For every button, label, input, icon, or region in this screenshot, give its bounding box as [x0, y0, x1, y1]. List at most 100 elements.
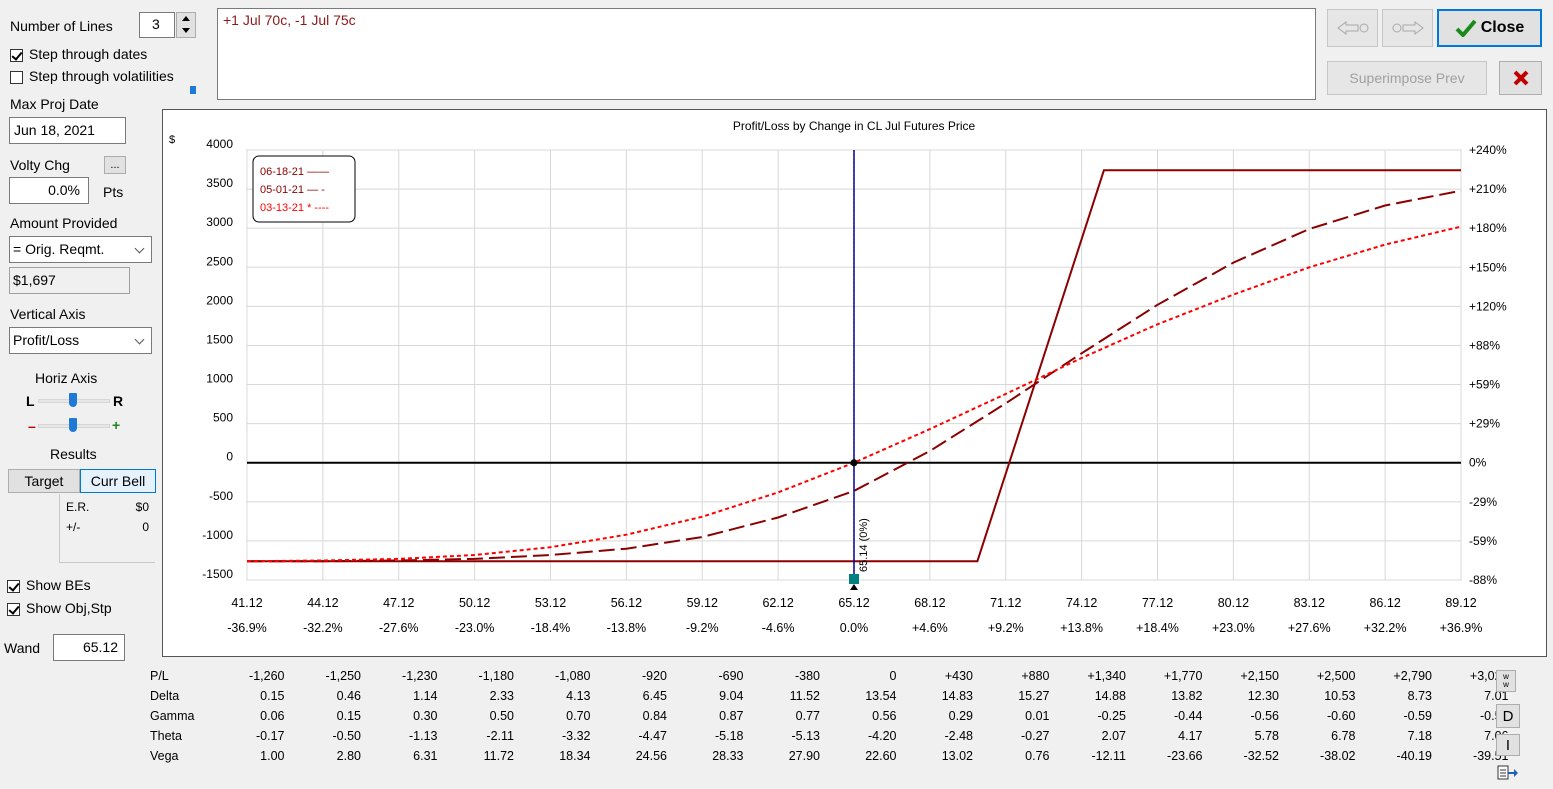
x-pct-tick-label: +32.2% [1364, 621, 1407, 635]
greeks-cell: 0.29 [948, 709, 973, 723]
greeks-row-label: Delta [150, 689, 180, 703]
horiz-r-label: R [113, 393, 124, 409]
zoom-thumb[interactable] [69, 418, 77, 432]
checkmark-icon [1455, 19, 1477, 37]
greeks-cell: -0.59 [1403, 709, 1433, 723]
num-lines-input[interactable]: 3 [139, 12, 175, 38]
greeks-cell: -380 [794, 669, 820, 683]
greeks-cell: 14.83 [941, 689, 973, 703]
wand-input[interactable]: 65.12 [53, 634, 125, 661]
spin-up-icon[interactable] [182, 16, 190, 21]
vol-slider-thumb[interactable] [190, 86, 196, 94]
max-proj-date-label: Max Proj Date [10, 96, 99, 112]
greeks-cell: 0.56 [872, 709, 897, 723]
x-pct-tick-label: +23.0% [1212, 621, 1255, 635]
greeks-row-pl: P/L -1,260 -1,250 -1,230 -1,180 -1,080 -920 -69… [150, 666, 1509, 686]
curr-bell-button[interactable]: Curr Bell [80, 469, 156, 493]
x-tick-label: 56.12 [611, 596, 642, 610]
show-objstp-checkbox[interactable] [7, 603, 20, 616]
greeks-cell: -40.19 [1396, 749, 1432, 763]
y-tick-label: 1000 [206, 372, 233, 386]
greeks-cell: +1,340 [1087, 669, 1126, 683]
greeks-cell: 10.53 [1324, 689, 1356, 703]
er-label: E.R. [66, 500, 90, 514]
greeks-cell: 7.01 [1484, 689, 1509, 703]
x-pct-tick-label: +9.2% [988, 621, 1024, 635]
step-dates-checkbox[interactable] [10, 49, 23, 62]
max-proj-date-input[interactable]: Jun 18, 2021 [9, 117, 126, 144]
x-tick-label: 50.12 [459, 596, 490, 610]
greeks-cell: -38.02 [1320, 749, 1356, 763]
x-pct-tick-label: -27.6% [379, 621, 419, 635]
greeks-cell: +2,790 [1393, 669, 1432, 683]
zoom-minus-label: – [28, 418, 36, 434]
greeks-row-vega: Vega 1.00 2.80 6.31 11.72 18.34 24.56 28.33 27.9… [150, 746, 1509, 766]
num-lines-spinner[interactable] [176, 12, 196, 38]
volty-chg-input[interactable]: 0.0% [9, 177, 89, 204]
y2-tick-label: +180% [1469, 221, 1507, 235]
pm-label: +/- [66, 520, 81, 534]
greeks-cell: -920 [641, 669, 667, 683]
vertical-axis-select[interactable]: Profit/Loss [9, 327, 152, 354]
superimpose-prev-button[interactable]: Superimpose Prev [1327, 61, 1487, 95]
greeks-cell: 0.15 [260, 689, 285, 703]
y-axis-unit-label: $ [169, 134, 175, 146]
legend-entry-3: 03-13-21 * ---- [260, 202, 329, 214]
x-pct-tick-label: +27.6% [1288, 621, 1331, 635]
greeks-cell: -5.13 [791, 729, 821, 743]
vertical-axis-label: Vertical Axis [10, 306, 86, 322]
cancel-x-button[interactable] [1499, 61, 1542, 95]
y-tick-label: -1500 [202, 567, 233, 581]
greeks-cell: -5.18 [715, 729, 744, 743]
greeks-cell: -1,230 [402, 669, 438, 683]
y-tick-label: -500 [209, 489, 233, 503]
y2-tick-label: +150% [1469, 260, 1507, 274]
amount-provided-select[interactable]: = Orig. Reqmt. [9, 236, 152, 263]
chart-svg[interactable]: Profit/Loss by Change in CL Jul Futures … [163, 110, 1546, 656]
greeks-table: P/L -1,260 -1,250 -1,230 -1,180 -1,080 -920 -69… [150, 666, 1509, 766]
greeks-cell: 0.46 [336, 689, 361, 703]
step-vols-checkbox[interactable] [10, 71, 23, 84]
volty-chg-label: Volty Chg [10, 157, 70, 173]
y2-tick-label: 0% [1469, 456, 1487, 470]
greeks-cell: 13.82 [1171, 689, 1203, 703]
target-button[interactable]: Target [8, 469, 80, 493]
greeks-cell: -1,080 [555, 669, 591, 683]
cursor-label: 65.14 (0%) [858, 518, 870, 572]
legend-entry-1: 06-18-21 —— [260, 166, 329, 178]
export-icon[interactable] [1497, 763, 1519, 784]
x-pct-tick-label: -18.4% [531, 621, 571, 635]
x-tick-label: 53.12 [535, 596, 566, 610]
y2-tick-label: +240% [1469, 143, 1507, 157]
close-button[interactable]: Close [1437, 9, 1542, 47]
show-bes-label: Show BEs [26, 577, 91, 593]
horiz-axis-label: Horiz Axis [35, 370, 98, 386]
x-tick-label: 62.12 [762, 596, 793, 610]
y2-tick-label: +88% [1469, 338, 1500, 352]
wand-marker [849, 574, 859, 584]
volty-chg-unit: Pts [103, 184, 124, 200]
x-tick-label: 80.12 [1218, 596, 1249, 610]
greeks-cell: 6.45 [642, 689, 667, 703]
horiz-axis-thumb[interactable] [69, 393, 77, 407]
x-tick-label: 83.12 [1294, 596, 1325, 610]
show-objstp-label: Show Obj,Stp [26, 600, 112, 616]
y-tick-label: 2000 [206, 293, 233, 307]
position-textarea[interactable]: +1 Jul 70c, -1 Jul 75c [217, 8, 1316, 100]
chart-title: Profit/Loss by Change in CL Jul Futures … [733, 119, 976, 133]
greeks-cell: +430 [944, 669, 973, 683]
greeks-cell: +2,500 [1316, 669, 1356, 683]
y-tick-label: 0 [226, 450, 233, 464]
next-arrow-button[interactable] [1382, 9, 1433, 47]
greeks-cell: 0.70 [566, 709, 591, 723]
show-bes-checkbox[interactable] [7, 580, 20, 593]
x-tick-label: 59.12 [687, 596, 718, 610]
interval-button[interactable]: I [1496, 734, 1520, 756]
prev-arrow-button[interactable] [1327, 9, 1378, 47]
daily-button[interactable]: D [1496, 704, 1520, 728]
greeks-cell: 1.00 [260, 749, 285, 763]
volty-chg-button[interactable]: ... [104, 156, 126, 174]
spin-down-icon[interactable] [182, 28, 190, 33]
greeks-cell: -0.27 [1021, 729, 1050, 743]
